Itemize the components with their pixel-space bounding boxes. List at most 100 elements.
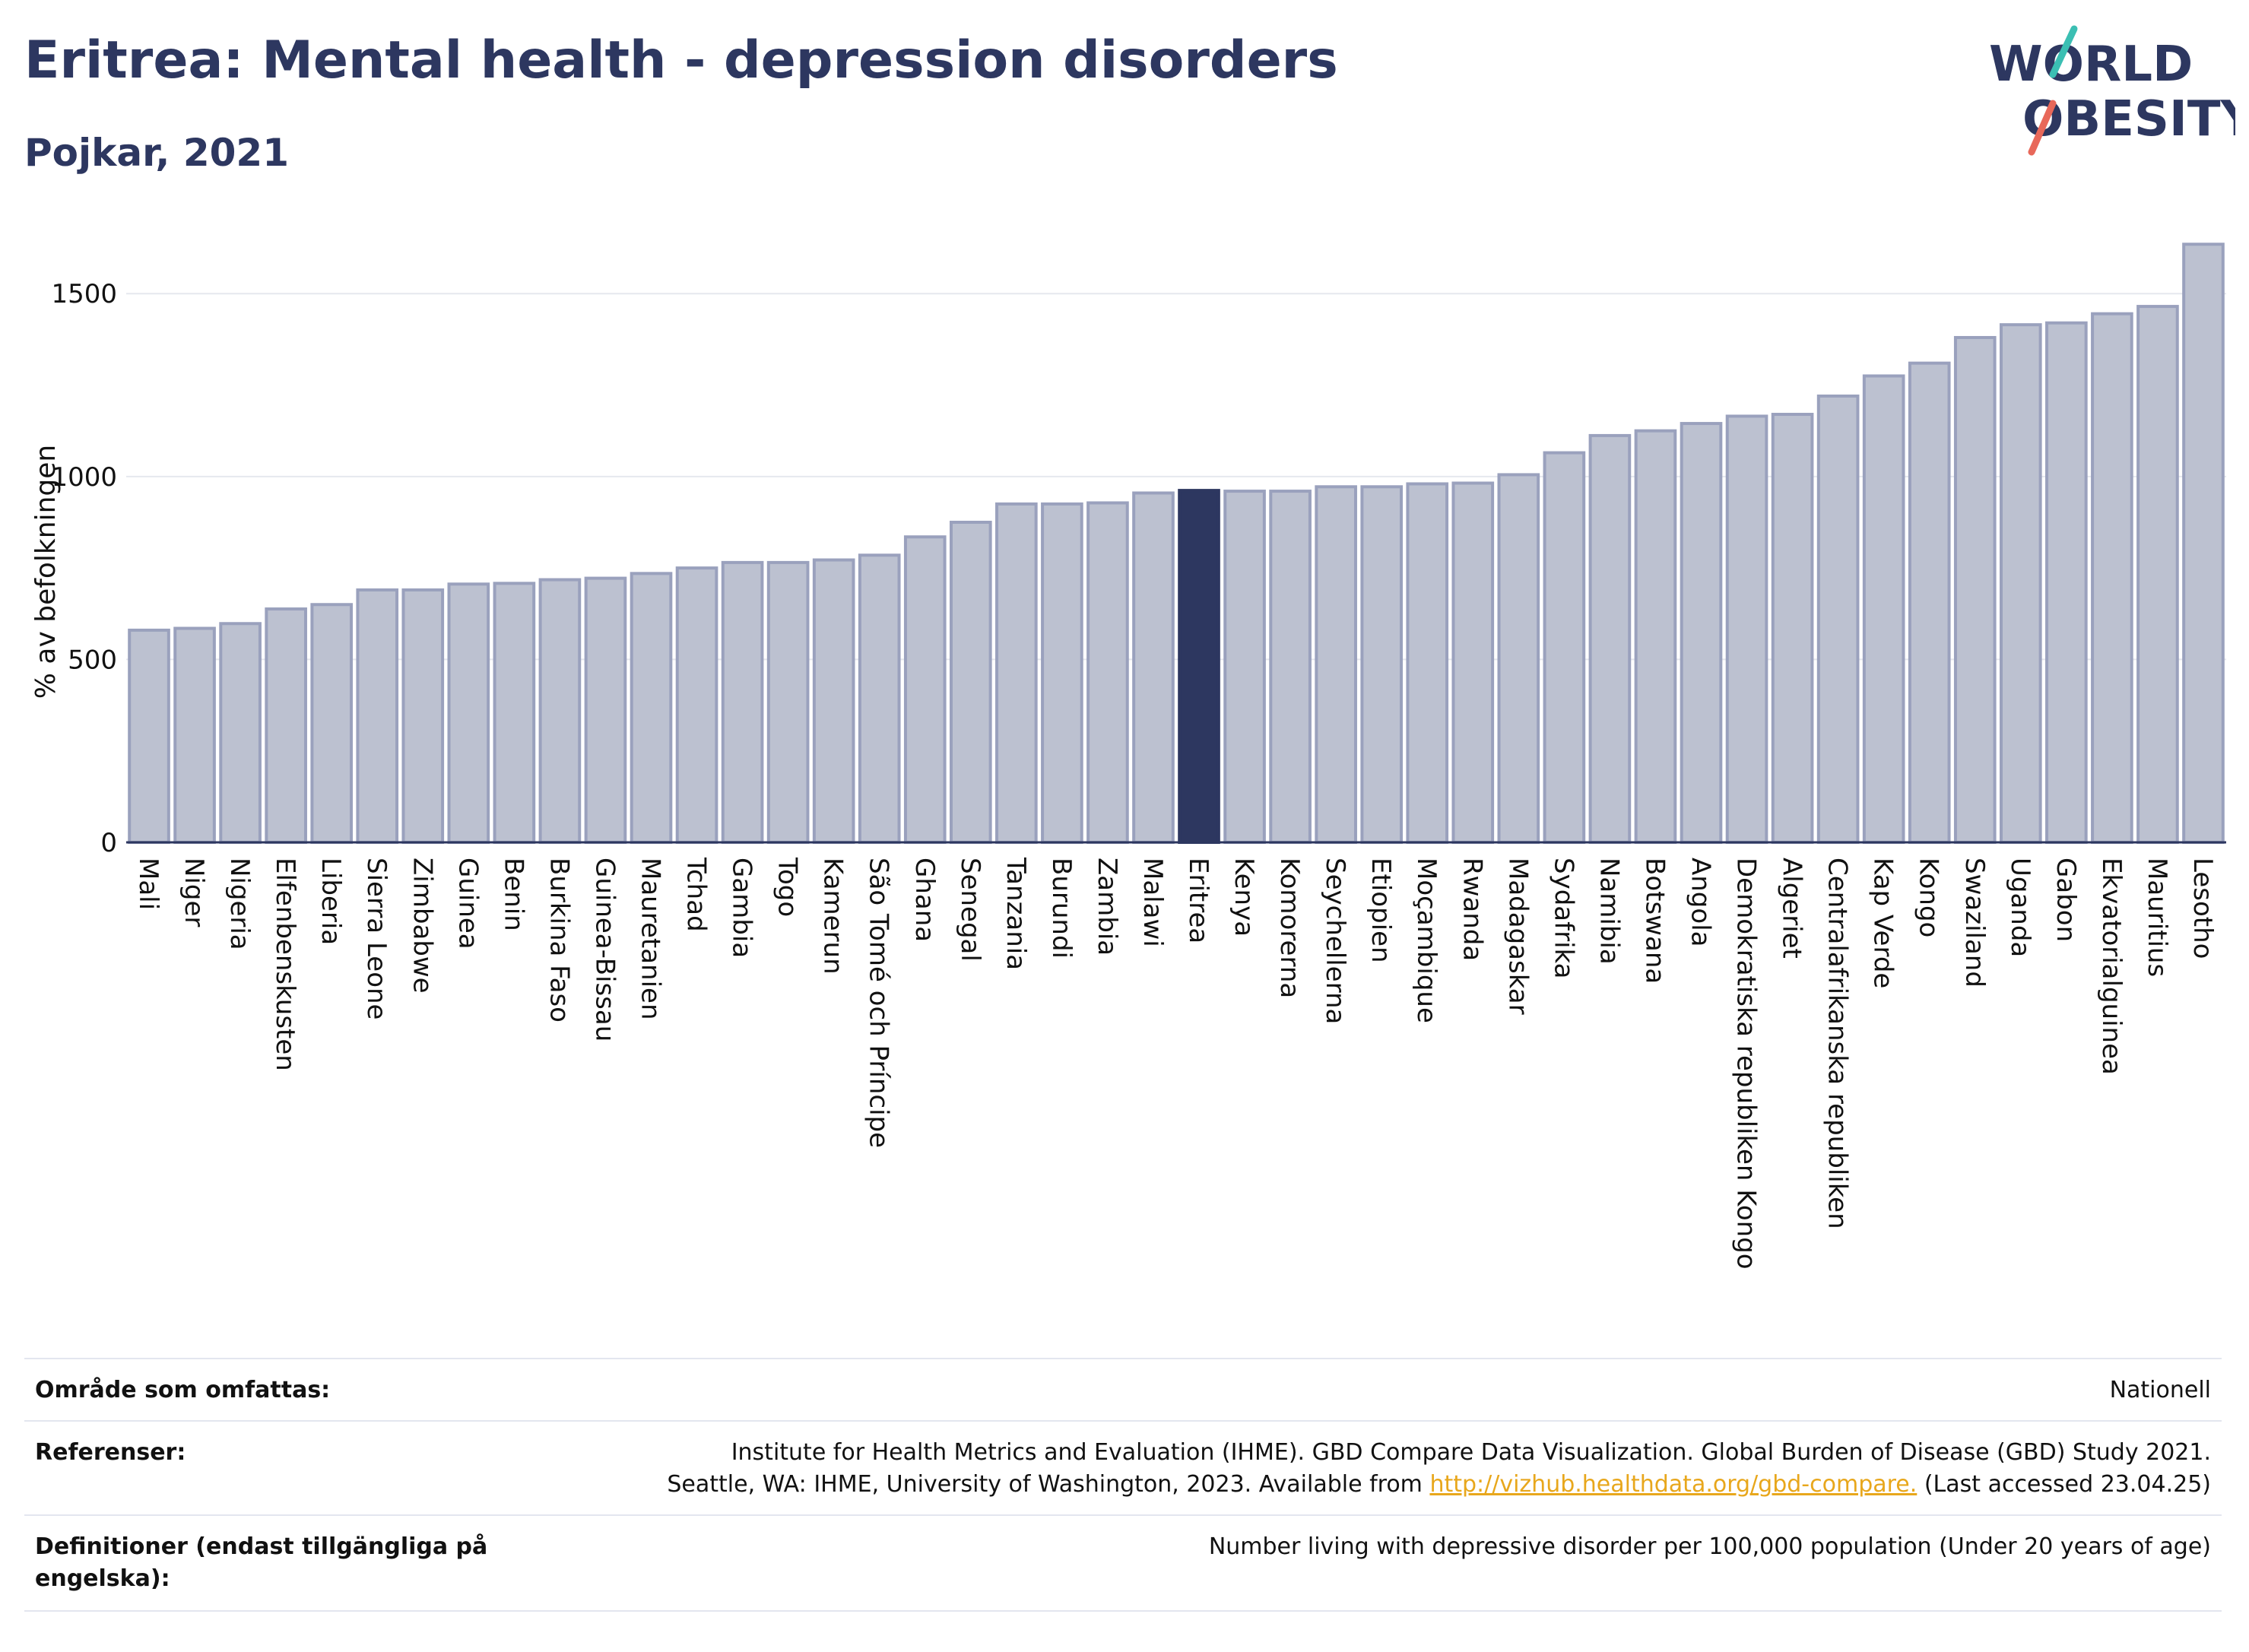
bar (1451, 481, 1495, 844)
reference-line-2: Seattle, WA: IHME, University of Washing… (667, 1471, 2211, 1498)
y-tick-label: 1500 (51, 279, 117, 309)
meta-row-coverage: Område som omfattas: Nationell (24, 1358, 2222, 1422)
x-tick-label: Madagaskar (1502, 858, 1533, 1015)
world-obesity-logo: WORLD OBESITY (1989, 25, 2235, 156)
bar (1634, 429, 1677, 844)
bar (1497, 473, 1540, 845)
bar (310, 603, 354, 844)
meta-value-references: Institute for Health Metrics and Evaluat… (576, 1437, 2211, 1501)
x-tick-label: Komorerna (1274, 858, 1305, 998)
bar (1588, 433, 1632, 844)
meta-value-definitions: Number living with depressive disorder p… (1208, 1533, 2211, 1560)
meta-row-definitions: Definitioner (endast tillgängliga på eng… (24, 1514, 2222, 1612)
x-tick-label: Tchad (681, 857, 712, 932)
x-tick-label: Uganda (2005, 858, 2035, 957)
x-tick-label: Tanzania (1001, 857, 1031, 970)
x-tick-label: Botswana (1639, 858, 1670, 984)
bar (1771, 413, 1814, 844)
chart-title: Eritrea: Mental health - depression diso… (24, 30, 1338, 90)
x-tick-label: Gabon (2051, 858, 2081, 942)
bar (949, 520, 992, 844)
meta-label-coverage: Område som omfattas: (35, 1377, 331, 1403)
bar (401, 588, 445, 844)
y-tick-label: 500 (68, 645, 117, 675)
bar-highlight (1178, 489, 1220, 844)
bar (812, 558, 855, 844)
x-tick-label: Kenya (1229, 858, 1259, 937)
reference-line-1: Institute for Health Metrics and Evaluat… (731, 1439, 2211, 1466)
logo-slash-top (2049, 25, 2078, 78)
metadata-table: Område som omfattas: Nationell Referense… (24, 1358, 2222, 1616)
x-tick-label: Malawi (1137, 858, 1168, 947)
bar (1041, 502, 1083, 844)
bar (675, 566, 718, 845)
x-tick-label: Sydafrika (1548, 858, 1578, 978)
bar (265, 607, 307, 844)
logo-text-world: WORLD (1989, 36, 2193, 93)
reference-link[interactable]: http://vizhub.healthdata.org/gbd-compare… (1429, 1471, 1918, 1498)
x-tick-label: Gambia (727, 858, 757, 958)
x-tick-label: Elfenbenskusten (270, 858, 300, 1071)
x-tick-label: Namibia (1594, 858, 1624, 965)
x-tick-label: Lesotho (2187, 858, 2218, 959)
bar-chart: Mali Niger Nigeria Elfenbenskusten Liberia Si… (30, 243, 2226, 1270)
bar (2091, 312, 2133, 844)
bar (1406, 482, 1449, 845)
bar (584, 576, 627, 844)
bar (1680, 422, 1723, 844)
bar (173, 626, 216, 844)
x-tick-label: Kap Verde (1868, 858, 1898, 988)
bar (2136, 305, 2179, 844)
x-tick-label: Nigeria (224, 858, 255, 950)
x-tick-label: Burkina Faso (544, 858, 574, 1023)
bar (1862, 374, 1905, 844)
bar (903, 535, 947, 844)
bar (219, 622, 262, 844)
y-tick-labels: 0 500 1000 1500 (51, 279, 117, 858)
chart-subtitle: Pojkar, 2021 (24, 131, 289, 175)
bar (128, 628, 170, 845)
meta-value-coverage: Nationell (2109, 1377, 2211, 1403)
y-axis-label: % av befolkningen (30, 445, 62, 699)
bar (1086, 501, 1129, 845)
x-tick-label: Rwanda (1457, 858, 1487, 961)
bar (2182, 243, 2225, 844)
x-tick-label: Liberia (316, 858, 346, 945)
x-tick-label: Zimbabwe (407, 858, 437, 994)
x-tick-label: Moçambique (1411, 858, 1442, 1023)
bar (1999, 323, 2042, 844)
x-tick-label: Mauretanien (636, 858, 666, 1020)
x-tick-label: Niger (179, 858, 209, 927)
bar (1908, 361, 1951, 844)
bar (1269, 490, 1312, 845)
x-tick-label: Mauritius (2142, 858, 2172, 977)
bar (1223, 490, 1266, 845)
x-tick-label: Togo (772, 857, 803, 917)
y-tick-label: 1000 (51, 462, 117, 493)
x-tick-label: Etiopien (1366, 858, 1396, 963)
x-tick-label: Demokratiska republiken Kongo (1731, 858, 1762, 1270)
x-tick-label: Eritrea (1183, 858, 1213, 943)
bar (493, 582, 536, 845)
x-tick-label: Ghana (909, 858, 940, 942)
x-tick-label: Ekvatorialguinea (2096, 858, 2127, 1075)
x-tick-label: Zambia (1092, 858, 1122, 956)
x-tick-label: Algeriet (1777, 858, 1807, 959)
x-tick-label: Kamerun (818, 858, 849, 975)
x-tick-label: Seychellerna (1320, 858, 1350, 1024)
x-tick-label: Centralafrikanska republiken (1822, 858, 1853, 1229)
bar (1725, 414, 1768, 844)
x-tick-label: Angola (1686, 858, 1716, 946)
meta-row-references: Referenser: Institute for Health Metrics… (24, 1420, 2222, 1516)
bar (995, 502, 1038, 844)
logo-slash-bottom (2028, 100, 2057, 156)
x-tick-label: Benin (498, 858, 528, 931)
x-tick-label: Sierra Leone (361, 858, 392, 1019)
bar (1132, 491, 1175, 844)
bar (858, 553, 901, 845)
bar (1360, 485, 1404, 844)
bar (1816, 394, 1860, 844)
meta-label-definitions: Definitioner (endast tillgängliga på eng… (35, 1533, 488, 1592)
bar (721, 560, 764, 845)
bar (1953, 335, 1997, 845)
